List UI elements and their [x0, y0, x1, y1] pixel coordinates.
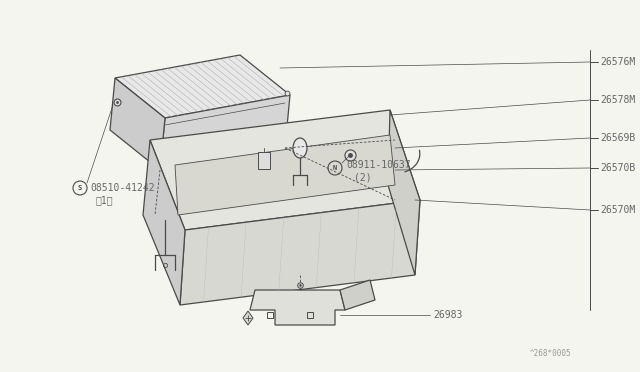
Polygon shape — [250, 290, 345, 325]
Polygon shape — [143, 140, 185, 305]
Polygon shape — [160, 95, 290, 170]
Polygon shape — [243, 311, 253, 325]
Text: 08510-41242: 08510-41242 — [90, 183, 155, 193]
Polygon shape — [150, 110, 420, 230]
Polygon shape — [110, 78, 165, 170]
Text: N: N — [333, 165, 337, 171]
FancyBboxPatch shape — [258, 152, 270, 169]
Text: 08911-10637: 08911-10637 — [346, 160, 411, 170]
Polygon shape — [180, 200, 420, 305]
Text: 26569B: 26569B — [600, 133, 636, 143]
Text: 26570B: 26570B — [600, 163, 636, 173]
Text: ^268*0005: ^268*0005 — [530, 349, 572, 358]
Polygon shape — [115, 55, 290, 118]
Text: (2): (2) — [354, 173, 372, 183]
Text: 26578M: 26578M — [600, 95, 636, 105]
Text: S: S — [78, 185, 82, 191]
Text: 26576M: 26576M — [600, 57, 636, 67]
Polygon shape — [388, 110, 420, 275]
Text: （1）: （1） — [96, 195, 114, 205]
Polygon shape — [175, 135, 395, 215]
Ellipse shape — [293, 138, 307, 158]
Text: 26983: 26983 — [433, 310, 462, 320]
Text: 26570M: 26570M — [600, 205, 636, 215]
Polygon shape — [340, 280, 375, 310]
